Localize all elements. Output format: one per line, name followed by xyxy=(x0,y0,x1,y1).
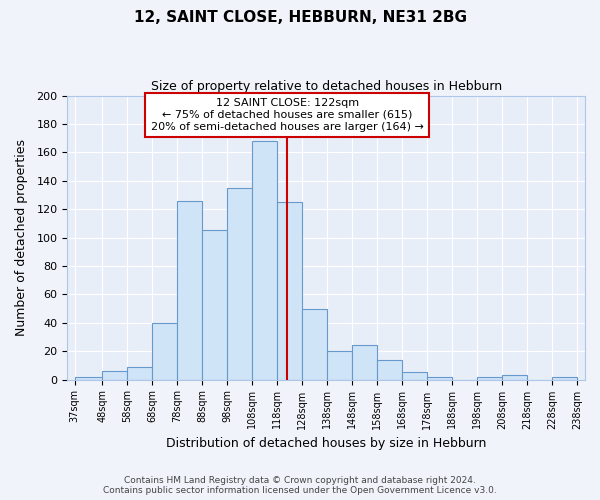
Bar xyxy=(74,376,102,380)
Bar xyxy=(152,323,177,380)
Bar xyxy=(302,308,328,380)
Bar xyxy=(553,376,577,380)
Text: Contains HM Land Registry data © Crown copyright and database right 2024.: Contains HM Land Registry data © Crown c… xyxy=(124,476,476,485)
Bar xyxy=(252,141,277,380)
Bar xyxy=(478,376,502,380)
Bar xyxy=(403,372,427,380)
Text: 12, SAINT CLOSE, HEBBURN, NE31 2BG: 12, SAINT CLOSE, HEBBURN, NE31 2BG xyxy=(133,10,467,25)
Bar xyxy=(227,188,252,380)
Text: Contains public sector information licensed under the Open Government Licence v3: Contains public sector information licen… xyxy=(103,486,497,495)
Y-axis label: Number of detached properties: Number of detached properties xyxy=(15,139,28,336)
X-axis label: Distribution of detached houses by size in Hebburn: Distribution of detached houses by size … xyxy=(166,437,486,450)
Title: Size of property relative to detached houses in Hebburn: Size of property relative to detached ho… xyxy=(151,80,502,93)
Bar xyxy=(127,367,152,380)
Bar xyxy=(502,376,527,380)
Bar xyxy=(328,351,352,380)
Bar xyxy=(102,371,127,380)
Text: 12 SAINT CLOSE: 122sqm
← 75% of detached houses are smaller (615)
20% of semi-de: 12 SAINT CLOSE: 122sqm ← 75% of detached… xyxy=(151,98,424,132)
Bar xyxy=(427,376,452,380)
Bar xyxy=(352,346,377,380)
Bar xyxy=(377,360,403,380)
Bar xyxy=(202,230,227,380)
Bar xyxy=(177,200,202,380)
Bar xyxy=(277,202,302,380)
